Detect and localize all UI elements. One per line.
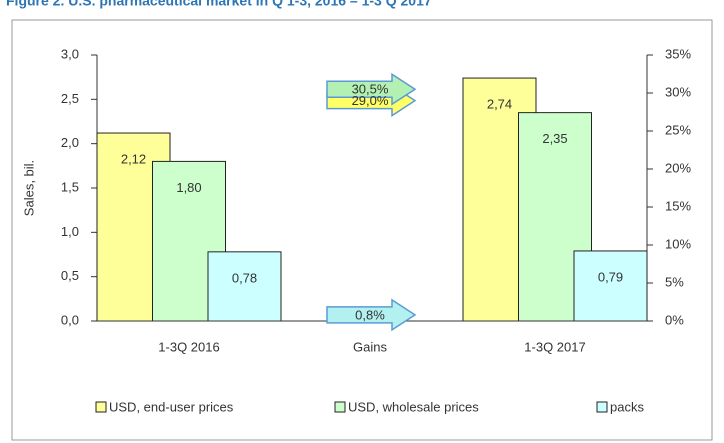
y2-tick-label: 20% [665,160,691,175]
y-tick-label: 3,0 [61,46,79,61]
gain-label: 30,5% [352,82,389,97]
bar [207,251,282,322]
y2-tick-label: 25% [665,122,691,137]
gain-label: 29,0% [352,93,389,108]
gain-arrow [326,72,417,106]
legend-swatch [596,401,608,413]
y-tick-label: 1,0 [61,224,79,239]
x-tick-label: 1-3Q 2016 [158,339,219,354]
bar [573,250,648,322]
value-label: 2,12 [121,151,146,166]
gain-arrow [326,298,417,332]
legend-swatch [334,401,346,413]
gains-label: Gains [353,339,387,354]
value-label: 1,80 [176,180,201,195]
y-tick-label: 0,5 [61,268,79,283]
value-label: 0,78 [232,270,257,285]
value-label: 2,35 [542,131,567,146]
y-tick-label: 2,5 [61,91,79,106]
y2-tick-label: 15% [665,198,691,213]
y2-tick-label: 10% [665,236,691,251]
legend-label: packs [610,399,644,414]
legend-label: USD, end-user prices [109,399,234,414]
legend-swatch [95,401,107,413]
x-tick-label: 1-3Q 2017 [524,339,585,354]
chart-title: Figure 2. U.S. pharmaceutical market in … [6,0,432,9]
legend-label: USD, wholesale prices [348,399,479,414]
gain-label: 0,8% [355,307,385,322]
chart-frame [11,19,713,441]
y2-tick-label: 0% [665,312,684,327]
y2-tick-label: 5% [665,274,684,289]
value-label: 2,74 [487,96,512,111]
y-axis-label: Sales, bil. [21,160,36,216]
y-tick-label: 0,0 [61,312,79,327]
y-tick-label: 1,5 [61,179,79,194]
y2-tick-label: 30% [665,84,691,99]
y2-tick-label: 35% [665,46,691,61]
value-label: 0,79 [598,269,623,284]
y-tick-label: 2,0 [61,135,79,150]
